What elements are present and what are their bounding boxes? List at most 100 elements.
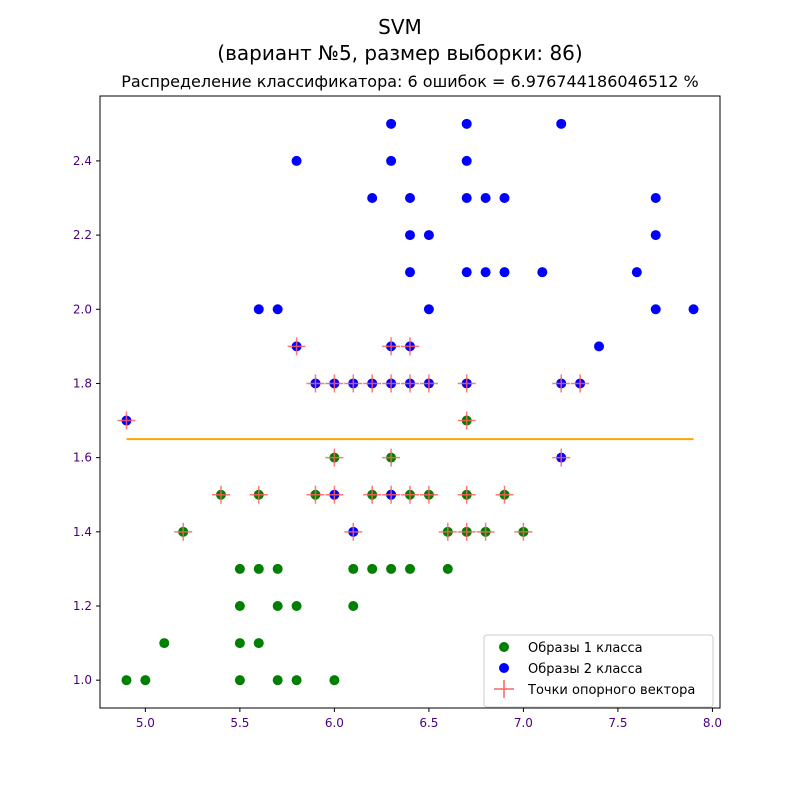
support-vector-marker (344, 522, 363, 541)
data-point-series1 (367, 563, 378, 574)
y-tick-label: 1.0 (73, 673, 92, 687)
data-point-series1 (442, 563, 453, 574)
support-vector-marker (382, 374, 401, 393)
y-tick-label: 2.2 (73, 228, 92, 242)
legend-label-class1: Образы 1 класса (528, 641, 643, 656)
x-tick-label: 5.0 (136, 716, 155, 730)
y-tick-label: 1.4 (73, 525, 92, 539)
data-point-series2 (367, 193, 378, 203)
data-point-series2 (291, 155, 302, 166)
data-point-series2 (405, 193, 415, 203)
support-vector-marker (306, 485, 325, 504)
data-point-series2 (499, 267, 510, 278)
data-point-series2 (405, 267, 415, 278)
legend-label-support-vectors: Точки опорного вектора (527, 683, 695, 698)
support-vector-marker (552, 374, 571, 393)
support-vector-marker (514, 522, 533, 541)
data-point-series1 (291, 601, 302, 611)
data-point-series2 (480, 267, 491, 278)
data-point-series2 (423, 230, 434, 241)
data-point-series1 (405, 563, 415, 574)
data-point-series2 (461, 267, 472, 278)
support-vector-marker (457, 374, 476, 393)
support-vector-marker (344, 374, 363, 393)
data-point-series1 (329, 675, 340, 686)
data-point-series1 (140, 675, 151, 686)
data-point-series1 (253, 638, 264, 649)
data-point-series2 (461, 193, 472, 203)
data-point-series2 (650, 230, 661, 241)
x-tick-label: 7.5 (608, 716, 627, 730)
support-vector-marker (174, 522, 193, 541)
data-point-series1 (386, 563, 397, 574)
support-vector-marker (363, 374, 382, 393)
data-point-series2 (423, 304, 434, 315)
support-vector-marker (495, 485, 514, 504)
support-vector-marker (382, 485, 401, 504)
legend-marker-support-vectors (494, 680, 514, 698)
x-tick-label: 7.0 (514, 716, 533, 730)
data-point-series2 (650, 304, 661, 315)
support-vector-marker (457, 411, 476, 430)
legend-marker-class2 (499, 663, 509, 673)
legend: Образы 1 класса Образы 2 класса Точки оп… (483, 634, 714, 708)
support-vector-marker (457, 522, 476, 541)
data-point-series2 (499, 193, 510, 203)
data-point-series1 (234, 675, 245, 686)
data-point-series2 (461, 118, 472, 129)
data-point-series1 (234, 563, 245, 574)
x-tick-label: 6.0 (325, 716, 344, 730)
x-tick-label: 8.0 (703, 716, 722, 730)
plot-area (117, 118, 699, 686)
data-point-series2 (537, 267, 548, 278)
x-tick-label: 5.5 (230, 716, 249, 730)
chart-title: SVM (378, 15, 422, 39)
data-point-series1 (272, 675, 283, 686)
data-point-series2 (386, 155, 397, 166)
axes-frame (99, 95, 721, 709)
axes: 5.0 5.5 6.0 6.5 7.0 7.5 8.0 1.0 1.2 1.4 1.6 1.8 2.0 2… (73, 95, 722, 730)
support-vector-marker (419, 485, 438, 504)
data-point-series1 (348, 601, 359, 611)
support-vector-marker (401, 374, 419, 393)
support-vector-marker (552, 448, 571, 467)
support-vector-marker (457, 485, 476, 504)
data-point-series1 (253, 563, 264, 574)
support-vector-marker (401, 337, 419, 356)
chart-title-variant: (вариант №5, размер выборки: 86) (217, 41, 582, 65)
data-point-series1 (121, 675, 132, 686)
data-point-series2 (631, 267, 642, 278)
data-point-series1 (234, 638, 245, 649)
data-point-series1 (291, 675, 302, 686)
data-point-series1 (272, 601, 283, 611)
data-point-series1 (234, 601, 245, 611)
support-vector-marker (325, 448, 344, 467)
support-vector-marker (401, 485, 419, 504)
support-vector-marker (363, 485, 382, 504)
data-point-series2 (556, 118, 567, 129)
support-vector-marker (249, 485, 268, 504)
support-vector-marker (325, 374, 344, 393)
y-tick-label: 2.4 (73, 154, 92, 168)
support-vector-marker (476, 522, 495, 541)
data-point-series2 (272, 304, 283, 315)
support-vector-marker (325, 485, 344, 504)
support-vector-marker (211, 485, 230, 504)
support-vector-marker (306, 374, 325, 393)
support-vector-marker (571, 374, 590, 393)
legend-label-class2: Образы 2 класса (528, 662, 643, 677)
support-vector-marker (117, 411, 136, 430)
data-point-series2 (253, 304, 264, 315)
support-vector-marker (287, 337, 306, 356)
y-tick-label: 2.0 (73, 302, 92, 316)
data-point-series2 (386, 118, 397, 129)
data-point-series1 (348, 563, 359, 574)
chart-subtitle: Распределение классификатора: 6 ошибок =… (121, 72, 699, 91)
support-vector-marker (419, 374, 438, 393)
data-point-series2 (480, 193, 491, 203)
data-point-series2 (650, 193, 661, 203)
data-point-series1 (159, 638, 170, 649)
y-tick-label: 1.6 (73, 451, 92, 465)
data-point-series1 (272, 563, 283, 574)
legend-marker-class1 (499, 642, 509, 652)
